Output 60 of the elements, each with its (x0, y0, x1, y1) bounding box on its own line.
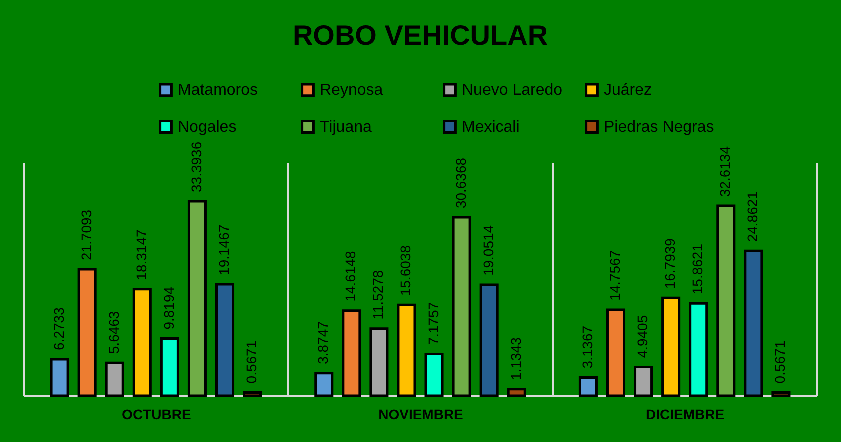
legend-label: Piedras Negras (604, 119, 714, 136)
chart-title: ROBO VEHICULAR (292, 20, 548, 51)
legend-label: Mexicali (462, 119, 520, 136)
legend-label: Tijuana (320, 119, 372, 136)
data-label: 0.5671 (244, 340, 260, 384)
data-label: 21.7093 (78, 210, 94, 261)
data-label: 14.7567 (606, 250, 623, 302)
data-label: 5.6463 (106, 311, 122, 354)
legend-label: Juárez (604, 82, 652, 100)
bar (370, 328, 389, 398)
bar (578, 376, 598, 398)
bar (342, 310, 362, 398)
data-label: 9.8194 (160, 286, 177, 330)
bar (480, 284, 499, 398)
data-label: 3.1367 (579, 326, 596, 369)
bar (397, 304, 416, 398)
bar (78, 268, 97, 398)
data-label: 4.9405 (634, 315, 651, 358)
data-label: 3.8747 (315, 321, 332, 364)
legend-label: Nuevo Laredo (462, 82, 563, 100)
data-label: 18.3147 (133, 229, 150, 280)
bar (716, 204, 736, 398)
bar (50, 358, 70, 398)
legend-label: Nogales (178, 119, 237, 136)
bar (160, 338, 180, 398)
x-tick-label: NOVIEMBRE (378, 406, 464, 422)
data-label: 19.0514 (480, 225, 496, 276)
bar (105, 362, 124, 398)
data-label: 16.7939 (662, 238, 678, 290)
bar (132, 288, 152, 398)
x-tick-label: OCTUBRE (122, 406, 192, 422)
data-label: 11.5278 (370, 270, 386, 320)
legend-label: Reynosa (320, 82, 384, 100)
bar (662, 296, 681, 398)
data-label: 30.6368 (452, 158, 469, 209)
data-label: 19.1467 (216, 224, 232, 276)
bar (744, 250, 764, 398)
data-label: 0.5671 (772, 340, 788, 384)
data-label: 15.8621 (690, 244, 706, 295)
bar (634, 366, 654, 398)
data-label: 14.6148 (342, 251, 359, 302)
bar (243, 391, 262, 398)
bar (215, 283, 235, 398)
bar (507, 388, 526, 398)
data-label: 32.6134 (717, 146, 734, 198)
bar (606, 308, 626, 398)
bar (772, 391, 791, 398)
legend-label: Matamoros (178, 82, 258, 100)
data-label: 33.3936 (188, 142, 204, 192)
bar (188, 200, 207, 398)
data-label: 7.1757 (425, 302, 442, 346)
data-label: 6.2733 (50, 307, 67, 350)
bar (689, 302, 708, 398)
bar (424, 352, 444, 398)
x-tick-label: DICIEMBRE (646, 406, 725, 422)
data-label: 1.1343 (508, 337, 524, 380)
bar (452, 216, 472, 398)
data-label: 15.6038 (398, 245, 414, 296)
data-label: 24.8621 (744, 191, 761, 242)
bar (314, 372, 334, 398)
